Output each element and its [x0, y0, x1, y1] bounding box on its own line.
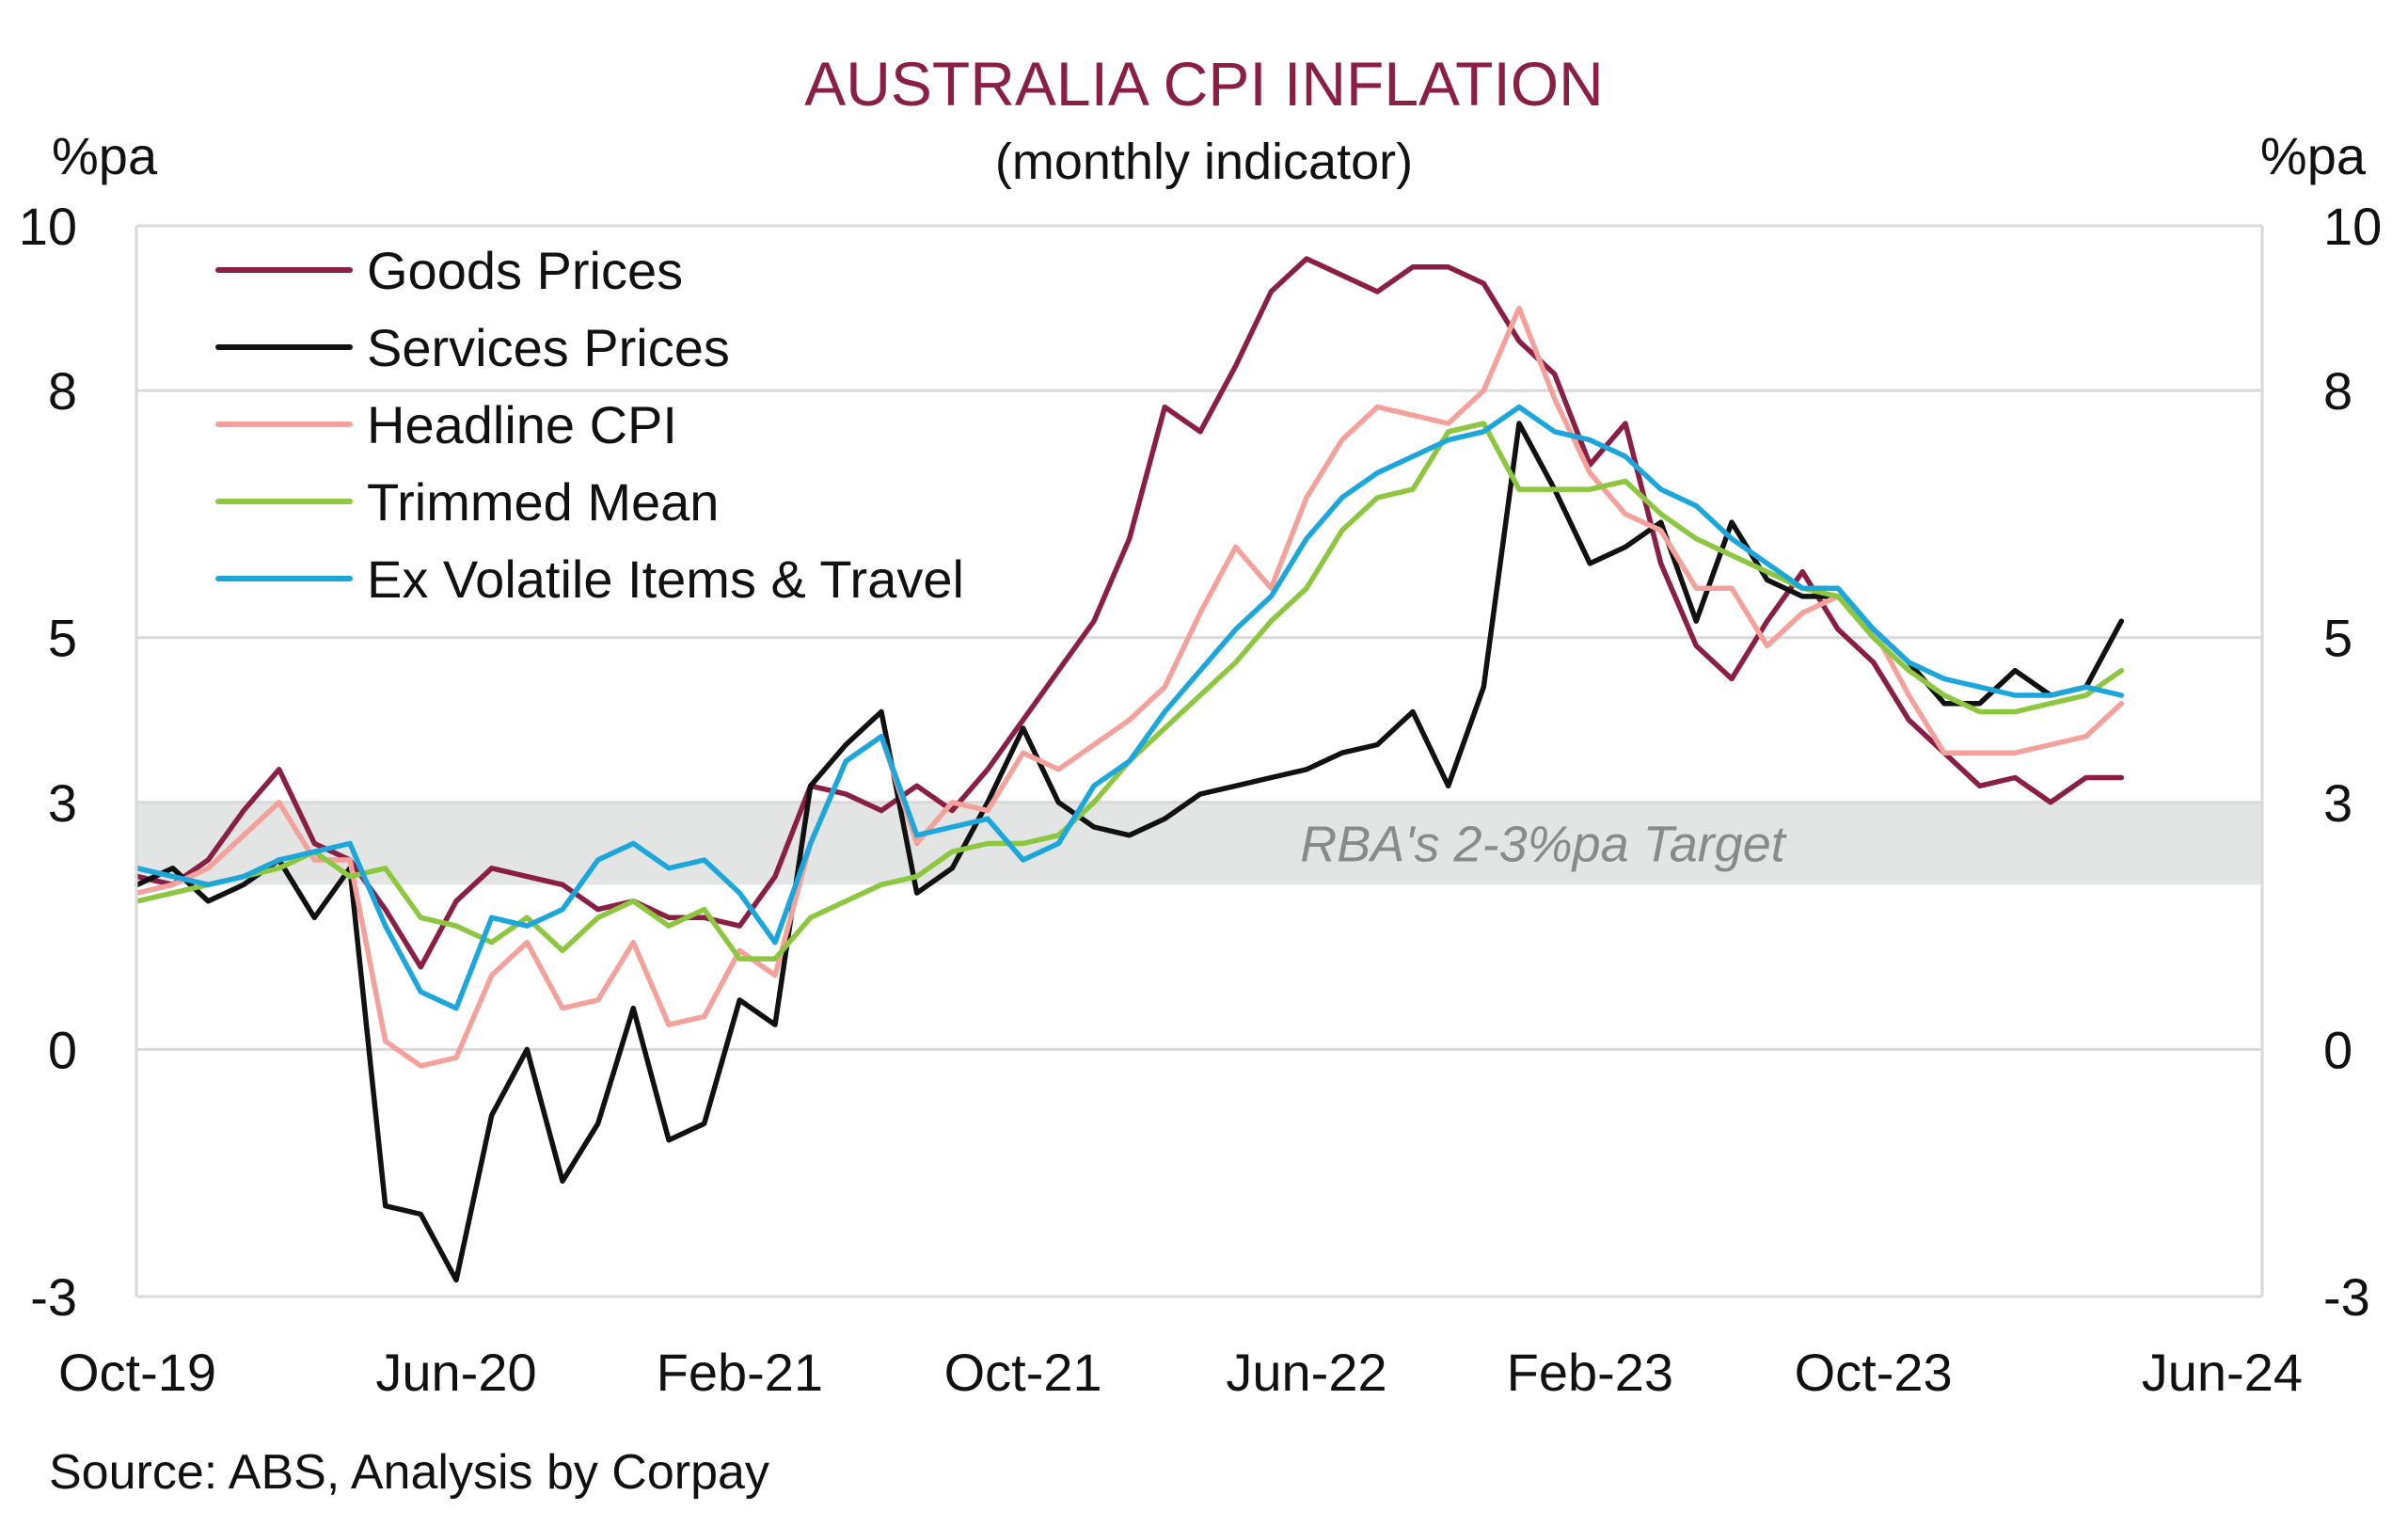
legend-label: Headline CPI — [367, 395, 677, 454]
legend-label: Ex Volatile Items & Travel — [367, 549, 964, 609]
series-line — [135, 421, 2125, 1283]
x-tick-label: Feb-21 — [657, 1343, 823, 1402]
x-tick-label: Oct-21 — [944, 1343, 1102, 1402]
chart-title: AUSTRALIA CPI INFLATION — [804, 49, 1604, 119]
legend-label: Goods Prices — [367, 241, 683, 300]
y-tick-label-left: 5 — [48, 609, 77, 668]
x-tick-label: Oct-23 — [1795, 1343, 1953, 1402]
y-tick-label-right: -3 — [2323, 1267, 2370, 1327]
y-tick-label-right: 10 — [2323, 197, 2382, 256]
y-tick-label-left: 8 — [48, 361, 77, 421]
axis-layer: 10 10 8 8 5 5 3 3 0 0 -3 -3 Oct-19 Jun-20 Feb-21 Oct-21… — [19, 197, 2383, 1402]
y-tick-label-right: 5 — [2323, 609, 2353, 668]
x-tick-label: Jun-20 — [375, 1343, 536, 1402]
y-tick-label-right: 0 — [2323, 1020, 2353, 1079]
chart-subtitle: (monthly indicator) — [995, 134, 1413, 190]
series-layer — [135, 256, 2125, 1283]
y-tick-label-left: 3 — [48, 773, 77, 833]
y-tick-label-right: 3 — [2323, 773, 2353, 833]
x-tick-label: Oct-19 — [58, 1343, 216, 1402]
y-tick-label-left: 0 — [48, 1020, 77, 1079]
x-tick-label: Jun-22 — [1226, 1343, 1386, 1402]
x-tick-label: Feb-23 — [1507, 1343, 1673, 1402]
y-unit-right: %pa — [2260, 126, 2367, 185]
target-band-label: RBA's 2-3%pa Target — [1300, 817, 1787, 873]
legend-label: Services Prices — [367, 318, 730, 377]
y-tick-label-left: 10 — [19, 197, 77, 256]
x-tick-label: Jun-24 — [2142, 1343, 2303, 1402]
target-band — [136, 802, 2262, 885]
y-tick-label-right: 8 — [2323, 361, 2353, 421]
series-line — [135, 305, 2125, 1069]
legend: Goods Prices Services Prices Headline CPI T… — [215, 241, 964, 609]
y-tick-label-left: -3 — [30, 1267, 77, 1327]
source-note: Source: ABS, Analysis by Corpay — [49, 1445, 769, 1500]
series-line — [135, 404, 2125, 1011]
legend-label: Trimmed Mean — [367, 472, 719, 532]
y-unit-left: %pa — [52, 126, 158, 185]
